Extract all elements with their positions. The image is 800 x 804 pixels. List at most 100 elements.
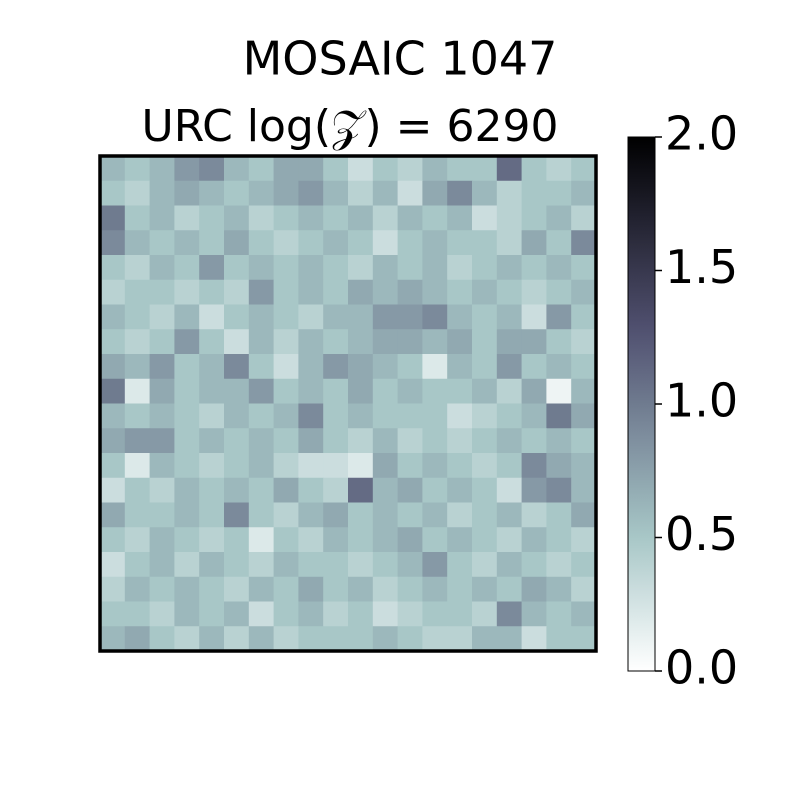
cell [224,156,250,182]
cell [100,255,126,281]
cell [397,576,423,602]
cell [348,180,374,206]
cell [397,626,423,652]
cell [571,428,597,454]
cell [372,502,399,528]
cell [521,205,547,231]
cell [472,502,498,528]
cell [174,403,200,429]
cell [521,230,547,256]
cell [348,428,374,454]
cell [224,453,250,479]
cell [224,180,250,206]
cell [248,601,275,627]
cell [496,279,523,305]
cell [447,354,473,380]
cell [521,527,547,553]
cell [174,329,200,355]
cell [472,279,498,305]
cell [447,279,473,305]
cell [472,477,498,503]
cell [174,255,200,281]
cell [298,626,324,652]
cell [397,502,423,528]
cell [521,354,547,380]
cell [298,378,324,404]
cell [199,477,225,503]
cell [397,180,423,206]
cell [546,354,572,380]
cell [100,378,126,404]
cell [521,601,547,627]
cell [323,156,349,182]
cell [422,552,448,578]
cell [124,601,151,627]
cell [571,279,597,305]
cell [273,180,299,206]
cell [496,230,523,256]
cell [323,304,349,330]
cell [199,626,225,652]
cell [447,453,473,479]
cell [100,304,126,330]
cell [546,378,572,404]
cell [472,156,498,182]
cell [546,601,572,627]
cell [273,527,299,553]
cell [298,255,324,281]
colorbar [627,136,656,672]
cell [100,279,126,305]
cell [348,354,374,380]
cell [571,477,597,503]
cell [422,354,448,380]
cell [323,180,349,206]
cell [248,304,275,330]
cell [248,156,275,182]
cell [521,329,547,355]
cell [224,527,250,553]
cell [124,329,151,355]
cell [472,601,498,627]
heatmap [100,156,597,652]
cell [149,378,175,404]
cell [199,601,225,627]
cell [422,403,448,429]
cell [496,601,523,627]
cell [521,477,547,503]
cell [100,453,126,479]
cell [273,205,299,231]
cell [224,626,250,652]
cell [447,601,473,627]
cell [248,403,275,429]
cell [224,205,250,231]
cell [174,279,200,305]
cell [571,527,597,553]
cell [521,626,547,652]
cell [174,626,200,652]
cell [323,329,349,355]
cell [546,255,572,281]
cell [521,552,547,578]
cell [224,502,250,528]
cell [372,156,399,182]
cell [447,576,473,602]
cell [472,428,498,454]
cell [546,428,572,454]
cell [199,279,225,305]
cell [199,156,225,182]
cell [273,156,299,182]
cell [571,329,597,355]
cell [298,601,324,627]
cell [546,205,572,231]
cell [472,255,498,281]
cell [323,502,349,528]
cell [174,156,200,182]
cell [447,304,473,330]
cell [372,477,399,503]
cell [571,156,597,182]
cell [447,180,473,206]
cell [224,378,250,404]
cell [273,329,299,355]
cell [472,378,498,404]
cell [372,180,399,206]
